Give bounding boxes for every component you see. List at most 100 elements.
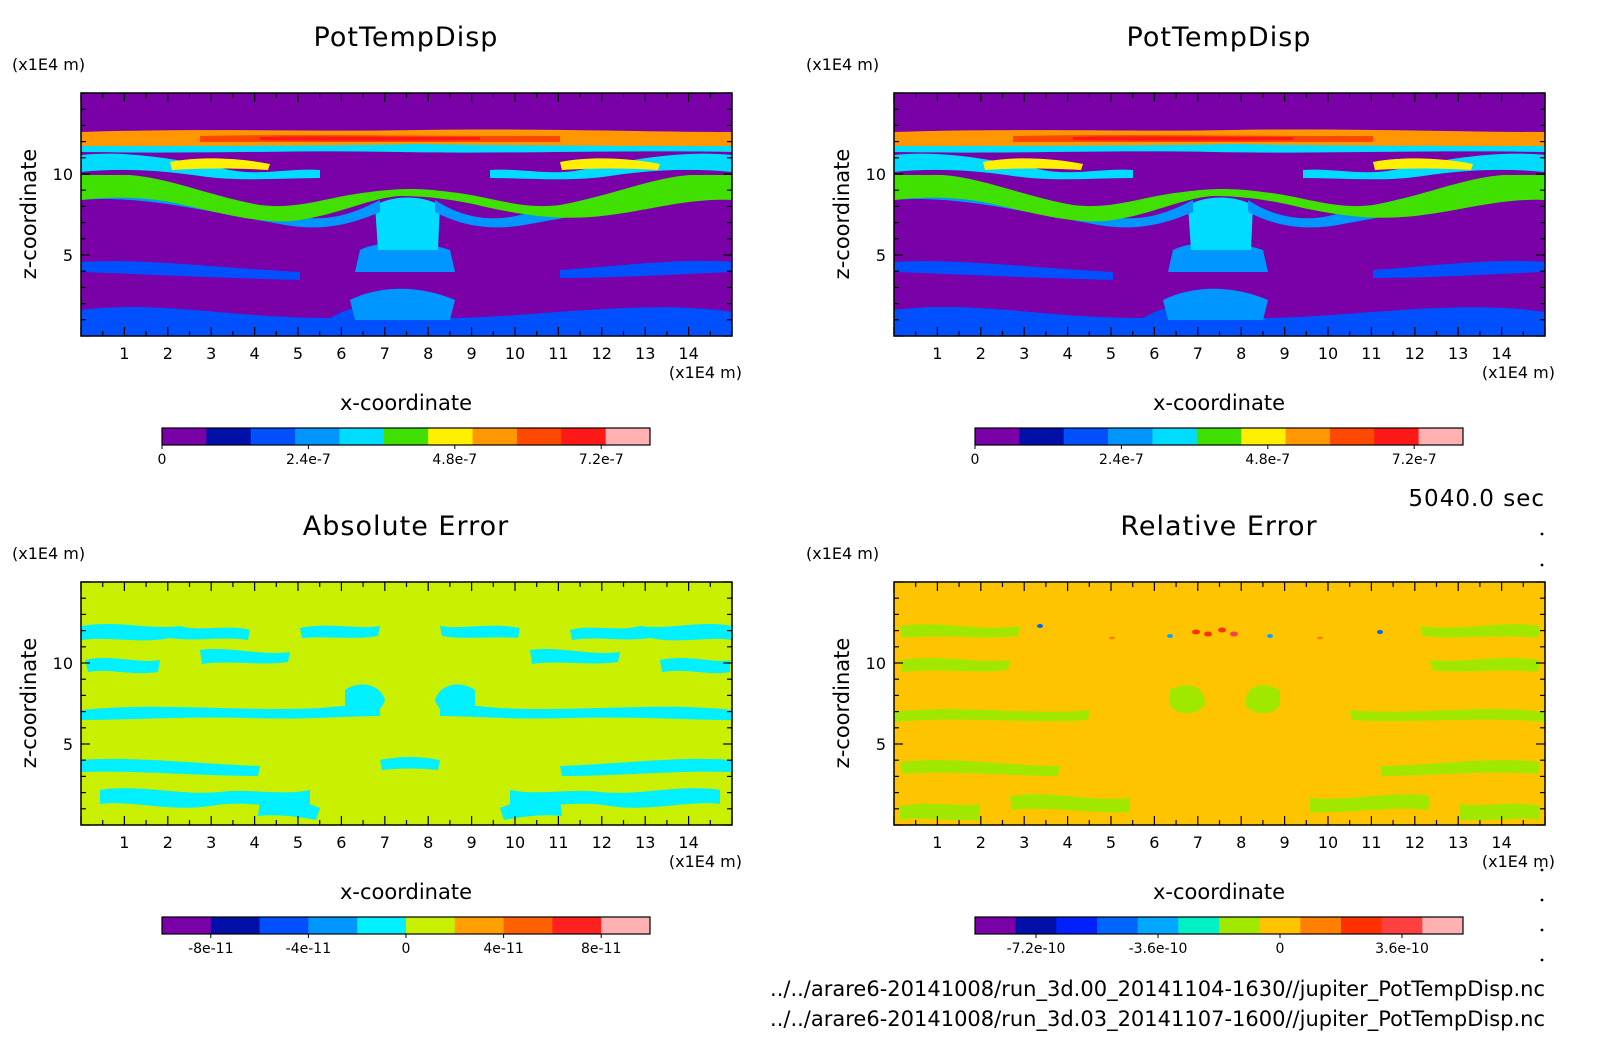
x-tick-label: 12 <box>1405 833 1425 852</box>
x-tick-label: 1 <box>119 344 129 363</box>
colorbar-segment <box>1241 428 1287 445</box>
x-tick-label: 8 <box>423 833 433 852</box>
x-tick-label: 5 <box>293 344 303 363</box>
colorbar-segment <box>1300 917 1342 934</box>
x-tick-label: 2 <box>163 344 173 363</box>
x-unit-label: (x1E4 m) <box>669 852 742 871</box>
x-tick-label: 11 <box>548 344 568 363</box>
y-axis-label: z-coordinate <box>830 149 854 280</box>
contour-field <box>894 93 1545 336</box>
x-tick-label: 8 <box>1236 344 1246 363</box>
colorbar-tick-label: 0 <box>158 452 167 468</box>
x-unit-label: (x1E4 m) <box>1482 363 1555 382</box>
panel-1: PotTempDisp (x1E4 m) <box>806 22 1555 468</box>
x-tick-label: 12 <box>1405 344 1425 363</box>
colorbar-segment <box>162 428 207 445</box>
colorbar-segment <box>516 428 562 445</box>
colorbar-tick-label: 4.8e-7 <box>432 452 477 468</box>
x-tick-label: 4 <box>1063 344 1073 363</box>
x-tick-label: 3 <box>1019 344 1029 363</box>
colorbar-segment <box>503 917 553 934</box>
x-tick-label: 4 <box>1063 833 1073 852</box>
colorbar-segment <box>1056 917 1098 934</box>
colorbar-segment <box>975 428 1020 445</box>
x-tick-label: 3 <box>206 344 216 363</box>
colorbar-segment <box>259 917 309 934</box>
colorbar-segment <box>206 428 252 445</box>
colorbar-segment <box>1418 428 1464 445</box>
colorbar-segment <box>383 428 429 445</box>
contour-field <box>81 582 732 825</box>
colorbar-tick-label: 8e-11 <box>581 941 621 957</box>
error-spots <box>1037 624 1383 640</box>
y-axis-label: z-coordinate <box>17 638 41 769</box>
colorbar-segment <box>1422 917 1464 934</box>
colorbar-segment <box>1152 428 1198 445</box>
colorbar: -7.2e-10 -3.6e-10 0 3.6e-10 <box>974 916 1464 957</box>
x-tick-label: 10 <box>1318 344 1338 363</box>
contour-shapes <box>894 624 1545 821</box>
y-tick-label: 10 <box>53 165 73 184</box>
colorbar-tick-label: 7.2e-7 <box>579 452 624 468</box>
colorbar-segment <box>357 917 407 934</box>
x-tick-label: 5 <box>1106 833 1116 852</box>
x-tick-label: 5 <box>293 833 303 852</box>
y-axis-label: z-coordinate <box>17 149 41 280</box>
colorbar-segment <box>295 428 340 445</box>
colorbar-segment <box>1219 917 1261 934</box>
x-tick-label: 6 <box>1149 833 1159 852</box>
file-path-2: ../../arare6-20141008/run_3d.03_20141107… <box>770 1007 1545 1032</box>
contour-field <box>81 93 732 336</box>
colorbar-segment <box>472 428 518 445</box>
x-tick-label: 6 <box>1149 344 1159 363</box>
colorbar-segment <box>1063 428 1109 445</box>
y-tick-label: 10 <box>866 165 886 184</box>
x-axis-label: x-coordinate <box>1153 391 1285 415</box>
x-tick-label: 10 <box>1318 833 1338 852</box>
colorbar-tick-label: 4.8e-7 <box>1245 452 1290 468</box>
x-tick-label: 2 <box>976 344 986 363</box>
x-tick-label: 12 <box>592 344 612 363</box>
contour-shapes <box>81 129 732 336</box>
panel-title: Relative Error <box>1120 511 1317 542</box>
colorbar-tick-label: 2.4e-7 <box>286 452 331 468</box>
y-tick-label: 5 <box>876 246 886 265</box>
colorbar-tick-label: 0 <box>402 941 411 957</box>
y-ticks: 5 10 <box>866 581 1545 826</box>
x-tick-label: 7 <box>1193 344 1203 363</box>
colorbar-segment <box>1285 428 1331 445</box>
x-tick-label: 11 <box>1361 344 1381 363</box>
colorbar-segment <box>1178 917 1220 934</box>
colorbar-tick-label: 0 <box>971 452 980 468</box>
panel-2: Absolute Error (x1E4 m) <box>12 511 742 957</box>
colorbar-segment <box>1374 428 1420 445</box>
y-tick-label: 5 <box>63 246 73 265</box>
field-background <box>894 582 1545 825</box>
x-tick-label: 2 <box>976 833 986 852</box>
colorbar-segment <box>1196 428 1242 445</box>
y-unit-label: (x1E4 m) <box>12 544 85 563</box>
x-tick-label: 3 <box>1019 833 1029 852</box>
x-tick-label: 1 <box>932 833 942 852</box>
x-tick-label: 14 <box>678 833 698 852</box>
panel-3: Relative Error (x1E4 m) <box>806 511 1555 957</box>
colorbar-segment <box>1097 917 1139 934</box>
margin-dots <box>1540 532 1544 962</box>
x-ticks: 1 2 3 4 5 6 7 8 9 10 11 12 13 14 <box>80 93 733 363</box>
x-tick-label: 11 <box>548 833 568 852</box>
panel-0: PotTempDisp (x1E4 m) <box>12 22 742 468</box>
contour-field <box>894 582 1545 825</box>
colorbar-segment <box>162 917 212 934</box>
colorbar: -8e-11 -4e-11 0 4e-11 8e-11 <box>161 916 651 957</box>
x-tick-label: 7 <box>380 833 390 852</box>
colorbar-segment <box>1108 428 1153 445</box>
colorbar: 0 2.4e-7 4.8e-7 7.2e-7 <box>971 427 1464 468</box>
colorbar-segment <box>210 917 261 934</box>
x-tick-label: 13 <box>635 833 655 852</box>
x-tick-label: 9 <box>467 833 477 852</box>
colorbar-segment <box>339 428 385 445</box>
colorbar-segment <box>428 428 474 445</box>
x-ticks: 1 2 3 4 5 6 7 8 9 10 11 12 13 14 <box>80 582 733 852</box>
field-background <box>81 582 732 825</box>
